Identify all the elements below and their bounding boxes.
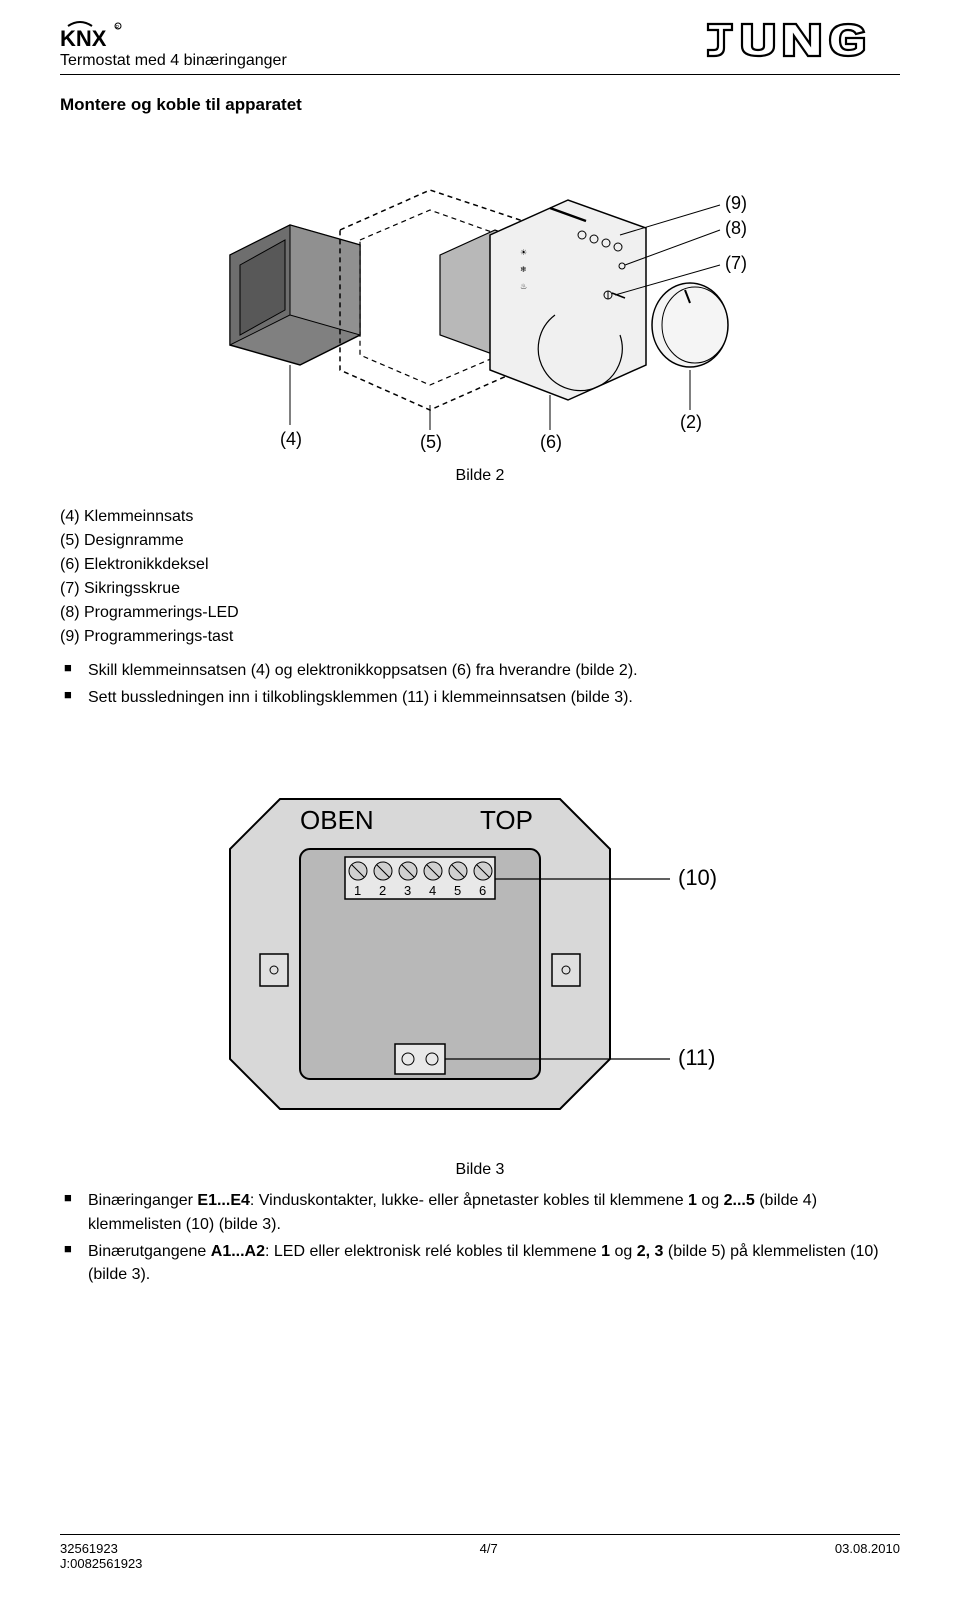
callout-5: (5) (420, 432, 442, 452)
page-header: KNX R Termostat med 4 binæringanger (60, 20, 900, 75)
bullet-item: Sett bussledningen inn i tilkoblingsklem… (60, 686, 900, 709)
callout-2: (2) (680, 412, 702, 432)
legend-item: (7) Sikringsskrue (60, 577, 900, 601)
legend-item: (5) Designramme (60, 529, 900, 553)
svg-text:KNX: KNX (60, 26, 107, 50)
callout-6: (6) (540, 432, 562, 452)
callout-10: (10) (678, 865, 717, 890)
callout-9: (9) (725, 193, 747, 213)
callout-8: (8) (725, 218, 747, 238)
legend-item: (6) Elektronikkdeksel (60, 553, 900, 577)
section-title: Montere og koble til apparatet (60, 95, 900, 115)
svg-text:R: R (116, 25, 120, 31)
svg-text:3: 3 (404, 883, 411, 898)
callout-7: (7) (725, 253, 747, 273)
svg-text:6: 6 (479, 883, 486, 898)
footer-page-number: 4/7 (480, 1541, 498, 1571)
page-footer: 32561923 J:0082561923 4/7 03.08.2010 (60, 1534, 900, 1571)
svg-text:1: 1 (354, 883, 361, 898)
svg-text:☀: ☀ (520, 248, 527, 257)
figure1-caption: Bilde 2 (60, 467, 900, 485)
figure-bilde-2: ☀ ❄ ♨ (9) (8) (7) (60, 135, 900, 485)
bullet-list-1: Skill klemmeinnsatsen (4) og elektronikk… (60, 659, 900, 709)
svg-text:5: 5 (454, 883, 461, 898)
figure2-caption: Bilde 3 (60, 1161, 900, 1179)
callout-4: (4) (280, 429, 302, 449)
svg-text:4: 4 (429, 883, 436, 898)
bullet-list-2: Binæringanger E1...E4: Vinduskontakter, … (60, 1189, 900, 1286)
svg-text:2: 2 (379, 883, 386, 898)
bullet-item: Binæringanger E1...E4: Vinduskontakter, … (60, 1189, 900, 1235)
footer-doc-id2: J:0082561923 (60, 1556, 142, 1571)
footer-doc-id: 32561923 (60, 1541, 142, 1556)
legend-item: (8) Programmerings-LED (60, 601, 900, 625)
jung-logo (700, 20, 900, 60)
bullet-item: Skill klemmeinnsatsen (4) og elektronikk… (60, 659, 900, 682)
footer-date: 03.08.2010 (835, 1541, 900, 1571)
legend-item: (4) Klemmeinnsats (60, 505, 900, 529)
figure-bilde-3: OBEN TOP 1 2 3 4 5 6 (60, 729, 900, 1179)
svg-text:♨: ♨ (520, 282, 527, 291)
callout-11: (11) (678, 1045, 716, 1070)
legend-item: (9) Programmerings-tast (60, 625, 900, 649)
knx-logo: KNX R (60, 20, 140, 50)
header-subtitle: Termostat med 4 binæringanger (60, 52, 287, 70)
bullet-item: Binærutgangene A1...A2: LED eller elektr… (60, 1240, 900, 1286)
top-label: TOP (480, 805, 533, 835)
oben-label: OBEN (300, 805, 374, 835)
legend-list: (4) Klemmeinnsats (5) Designramme (6) El… (60, 505, 900, 649)
svg-text:❄: ❄ (520, 265, 527, 274)
